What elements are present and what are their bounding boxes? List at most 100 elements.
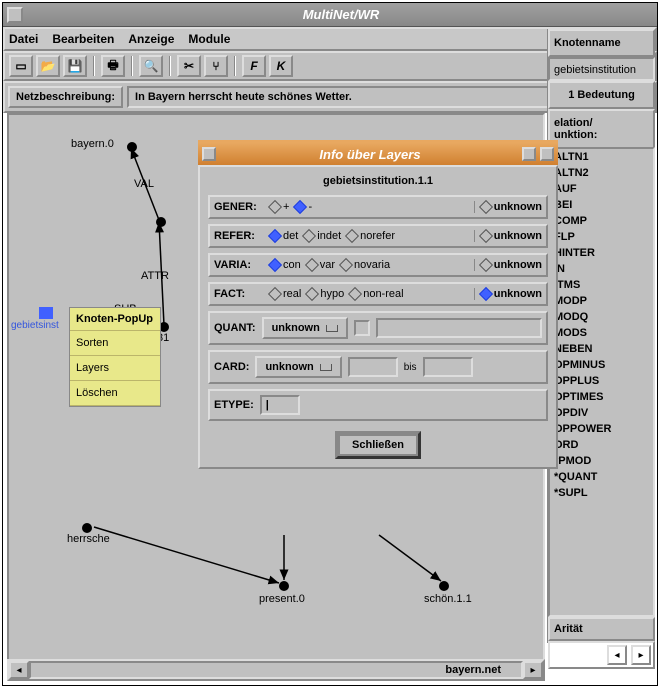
menu-datei[interactable]: Datei [9,32,38,46]
node-present0[interactable] [279,581,289,591]
font-k-icon[interactable]: K [269,55,293,77]
rp-list-item[interactable]: AUF [550,181,653,197]
rp-bedeutung-button[interactable]: 1 Bedeutung [548,81,655,109]
diamond-icon [268,200,282,214]
radio-option[interactable]: indet [304,230,341,242]
node-gebiets-open[interactable] [39,307,53,319]
scroll-left-icon[interactable]: ◂ [9,661,29,679]
tree-icon[interactable]: ⑂ [204,55,228,77]
unknown-option[interactable]: unknown [474,201,542,213]
node-val[interactable] [156,217,166,227]
radio-option[interactable]: novaria [341,259,390,271]
radio-option[interactable]: + [270,201,289,213]
radio-option[interactable]: norefer [347,230,395,242]
rp-list-item[interactable]: OPMINUS [550,357,653,373]
popup-item-loeschen[interactable]: Löschen [70,381,160,406]
unknown-option[interactable]: unknown [474,259,542,271]
radio-option[interactable]: con [270,259,301,271]
radio-option[interactable]: var [307,259,335,271]
rp-funktion-label: unktion: [554,129,649,141]
rp-list-item[interactable]: FLP [550,229,653,245]
diamond-icon [479,258,493,272]
radio-option[interactable]: - [295,201,312,213]
scroll-left-icon[interactable]: ◂ [607,645,627,665]
card-to-field[interactable] [423,357,473,377]
titlebar[interactable]: MultiNet/WR [3,3,657,27]
radio-option[interactable]: det [270,230,298,242]
zoom-icon[interactable]: 🔍 [139,55,163,77]
rp-list-item[interactable]: *PMOD [550,453,653,469]
rp-list-item[interactable]: MODS [550,325,653,341]
rp-list-item[interactable]: OPPOWER [550,421,653,437]
quant-field[interactable] [376,318,542,338]
quant-checkbox[interactable] [354,320,370,336]
rp-list-item[interactable]: OPDIV [550,405,653,421]
dialog-maximize-icon[interactable] [540,147,554,161]
print-icon[interactable]: 🖶 [101,55,125,77]
rp-scroll-controls: ◂ ▸ [548,641,655,669]
layers-info-dialog: Info über Layers gebietsinstitution.1.1 … [198,140,558,469]
rp-list-item[interactable]: *SUPL [550,485,653,501]
node-herrsche[interactable] [82,523,92,533]
rp-relation-label: elation/ [554,117,649,129]
rp-nodename-field[interactable]: gebietsinstitution [548,57,655,81]
card-row: CARD: unknown bis [208,350,548,384]
rp-list-item[interactable]: HINTER [550,245,653,261]
rp-list-item[interactable]: BEI [550,197,653,213]
rp-list-item[interactable]: NEBEN [550,341,653,357]
rp-list-item[interactable]: MODQ [550,309,653,325]
scroll-right-icon[interactable]: ▸ [523,661,543,679]
dialog-option-row: REFER:detindetnoreferunknown [208,224,548,248]
netdesc-label: Netzbeschreibung: [8,86,123,108]
rp-list-item[interactable]: ALTN2 [550,165,653,181]
node-schon11[interactable] [439,581,449,591]
rp-list-item[interactable]: *QUANT [550,469,653,485]
window-title: MultiNet/WR [29,7,653,22]
right-panel: Knotenname gebietsinstitution 1 Bedeutun… [547,29,655,643]
radio-option[interactable]: real [270,288,301,300]
quant-dropdown[interactable]: unknown [262,317,348,339]
card-bis-label: bis [404,362,417,373]
rp-list-item[interactable]: ITMS [550,277,653,293]
status-text: bayern.net [29,661,523,679]
rp-list-item[interactable]: OPTIMES [550,389,653,405]
statusbar: ◂ bayern.net ▸ [7,659,545,681]
rp-list-item[interactable]: OPPLUS [550,373,653,389]
rp-head-knotenname: Knotenname [548,29,655,57]
dialog-body: gebietsinstitution.1.1 GENER:+-unknownRE… [198,165,558,469]
new-icon[interactable]: ▭ [9,55,33,77]
cut-icon[interactable]: ✂ [177,55,201,77]
popup-item-layers[interactable]: Layers [70,356,160,381]
system-menu-icon[interactable] [7,7,23,23]
close-button[interactable]: Schließen [335,431,421,459]
etype-field[interactable]: | [260,395,300,415]
rp-list-item[interactable]: ALTN1 [550,149,653,165]
menu-anzeige[interactable]: Anzeige [128,32,174,46]
radio-option[interactable]: hypo [307,288,344,300]
scroll-right-icon[interactable]: ▸ [631,645,651,665]
rp-relation-list[interactable]: ALTN1ALTN2AUFBEICOMPFLPHINTERINITMSMODPM… [548,147,655,617]
popup-title: Knoten-PopUp [70,308,160,331]
font-f-icon[interactable]: F [242,55,266,77]
rp-list-item[interactable]: IN [550,261,653,277]
card-from-field[interactable] [348,357,398,377]
dialog-option-row: FACT:realhyponon-realunknown [208,282,548,306]
rp-list-item[interactable]: MODP [550,293,653,309]
rp-aritat-label: Arität [548,617,655,641]
rp-list-item[interactable]: ORD [550,437,653,453]
popup-item-sorten[interactable]: Sorten [70,331,160,356]
dialog-titlebar[interactable]: Info über Layers [198,143,558,165]
netdesc-text[interactable]: In Bayern herrscht heute schönes Wetter. [127,86,592,108]
unknown-option[interactable]: unknown [474,288,542,300]
unknown-option[interactable]: unknown [474,230,542,242]
menu-bearbeiten[interactable]: Bearbeiten [52,32,114,46]
radio-option[interactable]: non-real [350,288,403,300]
save-icon[interactable]: 💾 [63,55,87,77]
menu-module[interactable]: Module [188,32,230,46]
open-icon[interactable]: 📂 [36,55,60,77]
node-bayern0[interactable] [127,142,137,152]
dialog-sysmenu-icon[interactable] [202,147,216,161]
dialog-minimize-icon[interactable] [522,147,536,161]
rp-list-item[interactable]: COMP [550,213,653,229]
card-dropdown[interactable]: unknown [255,356,341,378]
